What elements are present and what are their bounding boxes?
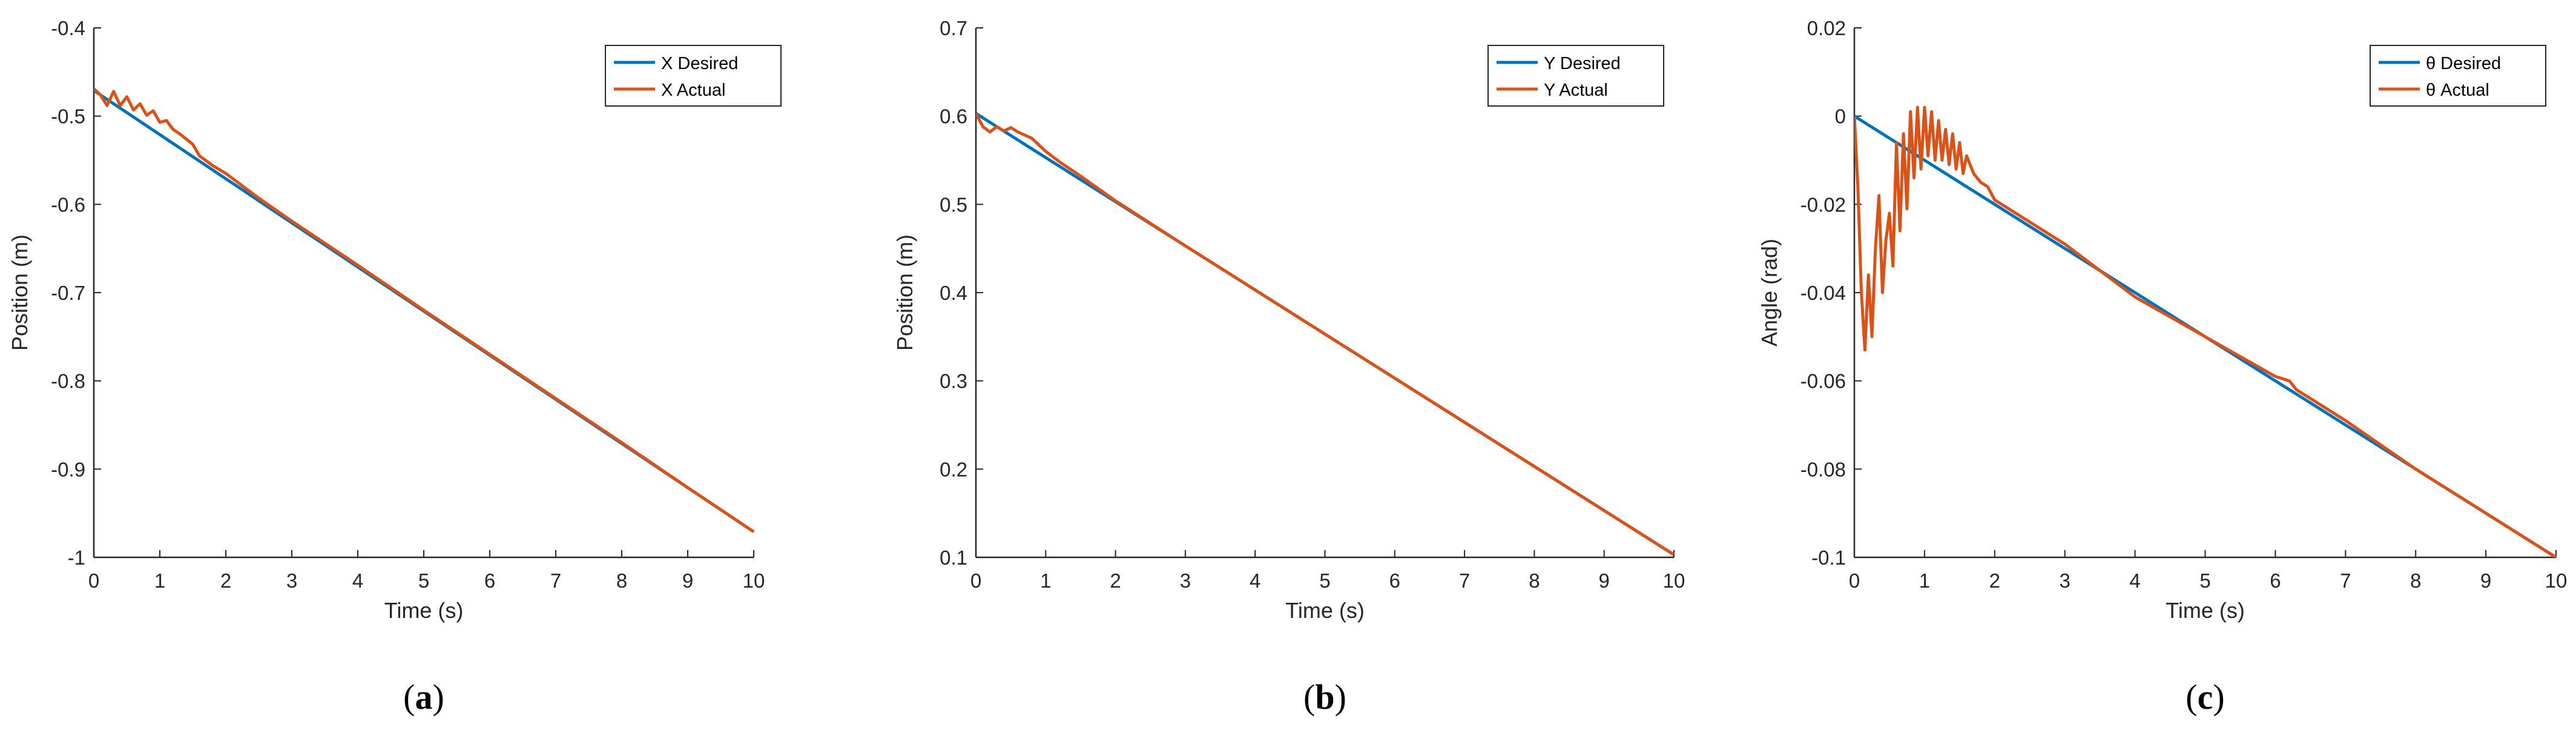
y-tick-label: -0.1: [1811, 546, 1846, 569]
y-tick-label: -1: [68, 546, 85, 569]
panel-caption: (c): [2186, 677, 2224, 717]
x-tick-label: 4: [352, 569, 363, 592]
x-ticks: 0 1 2 3 4 5 6 7 8 9 10: [88, 550, 765, 592]
x-tick-label: 6: [484, 569, 495, 592]
y-axis-label: Angle (rad): [1757, 239, 1782, 347]
y-tick-label: -0.8: [51, 370, 85, 393]
y-tick-label: -0.7: [51, 282, 85, 304]
y-tick-label: -0.04: [1800, 282, 1846, 304]
chart-panel-c: 0 1 2 3 4 5 6 7 8 9 10 -0.1 -0.08 -0.06 -0.04 -0.02 0 0.0…: [1757, 17, 2567, 717]
chart-panel-a: 0 1 2 3 4 5 6 7 8 9 10 -1 -0.9 -0.8 -0.7 -0.6 -0.5 -0.4 Ti…: [7, 17, 782, 717]
y-tick-label: -0.06: [1800, 370, 1846, 393]
x-tick-label: 10: [2545, 569, 2568, 592]
chart-panel-b: 0 1 2 3 4 5 6 7 8 9 10 0.1 0.2 0.3 0.4 0.5 0.6 0.7 Time (s…: [892, 17, 1685, 717]
x-tick-label: 9: [1599, 569, 1610, 592]
x-tick-label: 5: [2199, 569, 2210, 592]
x-axis-label: Time (s): [384, 598, 464, 623]
x-axis-label: Time (s): [2166, 598, 2245, 623]
y-tick-label: -0.6: [51, 193, 85, 216]
x-tick-label: 0: [1849, 569, 1860, 592]
y-axis-label: Position (m): [7, 234, 32, 351]
x-tick-label: 5: [1319, 569, 1330, 592]
y-tick-label: 0.02: [1807, 17, 1846, 39]
x-tick-label: 6: [2270, 569, 2281, 592]
y-axis-label: Position (m): [892, 234, 917, 351]
x-tick-label: 4: [2129, 569, 2140, 592]
legend: X Desired X Actual: [605, 45, 782, 107]
x-tick-label: 10: [1663, 569, 1685, 592]
legend: Y Desired Y Actual: [1487, 45, 1664, 107]
y-ticks: -0.1 -0.08 -0.06 -0.04 -0.02 0 0.02: [1800, 17, 1862, 569]
legend-label: X Actual: [661, 81, 725, 100]
x-tick-label: 7: [550, 569, 561, 592]
legend-box: [2370, 45, 2546, 107]
y-tick-label: -0.4: [51, 17, 85, 39]
x-tick-label: 3: [286, 569, 297, 592]
x-tick-label: 7: [2340, 569, 2351, 592]
y-tick-label: -0.02: [1800, 193, 1846, 216]
x-tick-label: 6: [1389, 569, 1400, 592]
series-group: [94, 87, 755, 533]
y-tick-label: 0.3: [940, 370, 967, 393]
x-tick-label: 3: [1180, 569, 1191, 592]
y-tick-label: 0.4: [940, 282, 967, 304]
series-line-actual: [976, 113, 1675, 556]
x-tick-label: 10: [743, 569, 765, 592]
y-tick-label: -0.5: [51, 105, 85, 128]
x-tick-label: 2: [220, 569, 231, 592]
x-tick-label: 8: [2410, 569, 2421, 592]
series-group: [1854, 105, 2557, 557]
legend-label: Y Desired: [1544, 54, 1621, 73]
legend-label: X Desired: [661, 54, 738, 73]
y-tick-label: -0.08: [1800, 458, 1846, 480]
x-tick-label: 0: [970, 569, 981, 592]
x-tick-label: 2: [1989, 569, 2000, 592]
x-tick-label: 1: [1919, 569, 1930, 592]
legend-label: θ Actual: [2426, 81, 2489, 100]
panel-caption: (a): [403, 677, 444, 717]
x-tick-label: 4: [1250, 569, 1260, 592]
x-tick-label: 3: [2060, 569, 2070, 592]
x-tick-label: 1: [154, 569, 165, 592]
legend-box: [1487, 45, 1664, 107]
panel-caption: (b): [1303, 677, 1346, 717]
x-tick-label: 9: [2480, 569, 2491, 592]
y-tick-label: 0.2: [940, 458, 967, 480]
x-tick-label: 7: [1459, 569, 1470, 592]
legend-label: θ Desired: [2426, 54, 2501, 73]
series-line-actual: [1854, 105, 2557, 557]
y-tick-label: 0.7: [940, 17, 967, 39]
x-axis-label: Time (s): [1285, 598, 1365, 623]
x-tick-label: 8: [1529, 569, 1540, 592]
y-ticks: 0.1 0.2 0.3 0.4 0.5 0.6 0.7: [940, 17, 983, 569]
y-tick-label: 0: [1835, 105, 1846, 128]
x-tick-label: 5: [418, 569, 429, 592]
y-tick-label: 0.6: [940, 105, 967, 128]
series-group: [976, 112, 1675, 556]
x-tick-label: 9: [682, 569, 693, 592]
x-tick-label: 0: [88, 569, 99, 592]
x-ticks: 0 1 2 3 4 5 6 7 8 9 10: [1849, 550, 2568, 592]
y-tick-label: -0.9: [51, 458, 85, 480]
x-tick-label: 2: [1110, 569, 1121, 592]
panels-layer: 0 1 2 3 4 5 6 7 8 9 10-1-0.9-0.8-0.7-0.6-0.5-0.4Ti…: [7, 17, 2567, 717]
legend-box: [605, 45, 782, 107]
y-tick-label: 0.1: [940, 546, 967, 569]
legend-label: Y Actual: [1544, 81, 1608, 100]
legend: θ Desired θ Actual: [2370, 45, 2546, 107]
series-line-actual: [94, 87, 755, 533]
y-tick-label: 0.5: [940, 193, 967, 216]
x-tick-label: 1: [1040, 569, 1051, 592]
y-ticks: -1 -0.9 -0.8 -0.7 -0.6 -0.5 -0.4: [51, 17, 101, 569]
x-tick-label: 8: [616, 569, 627, 592]
